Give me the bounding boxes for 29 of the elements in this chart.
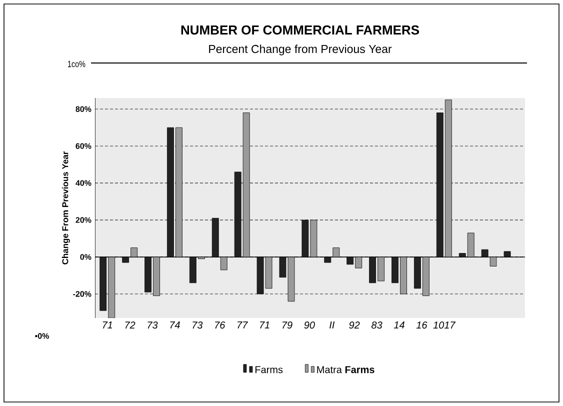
x-tick-label: 73 bbox=[192, 322, 203, 329]
text: 1co% bbox=[68, 60, 86, 68]
x-tick-label: 76 bbox=[215, 322, 226, 329]
x-tick-label: 71 bbox=[260, 322, 270, 328]
y-tick-label: 60% bbox=[76, 143, 92, 149]
x-tick-label: II bbox=[330, 322, 335, 328]
y-axis-title: Change From Previous Year bbox=[62, 151, 70, 264]
y-tick-label: 80% bbox=[76, 106, 92, 112]
x-tick-label: 79 bbox=[282, 322, 292, 329]
legend-label: Matra Farms bbox=[317, 366, 374, 374]
x-tick-label: 16 bbox=[416, 322, 428, 329]
x-tick-label: 71 bbox=[102, 322, 112, 328]
y-tick-label: 0% bbox=[80, 254, 92, 260]
y-tick-label: 40% bbox=[76, 180, 92, 186]
x-tick-label: 73 bbox=[148, 322, 158, 329]
y-tick-label: -20% bbox=[73, 291, 92, 297]
x-tick-label: 77 bbox=[238, 322, 248, 328]
chart-title: NUMBER OF COMMERCIAL FARMERS bbox=[181, 25, 420, 35]
x-tick-label: 72 bbox=[125, 322, 136, 328]
x-tick-label: 1017 bbox=[433, 322, 456, 329]
y-tick-label: 20% bbox=[76, 217, 92, 223]
x-tick-label: 90 bbox=[304, 322, 315, 329]
x-tick-label: 14 bbox=[394, 322, 404, 328]
text: •0% bbox=[35, 333, 49, 339]
x-tick-label: 83 bbox=[372, 322, 382, 329]
legend-label: Farms bbox=[255, 366, 283, 374]
chart-subtitle: Percent Change from Previous Year bbox=[209, 44, 392, 56]
x-tick-label: 92 bbox=[349, 322, 360, 329]
x-tick-label: 74 bbox=[170, 322, 180, 328]
